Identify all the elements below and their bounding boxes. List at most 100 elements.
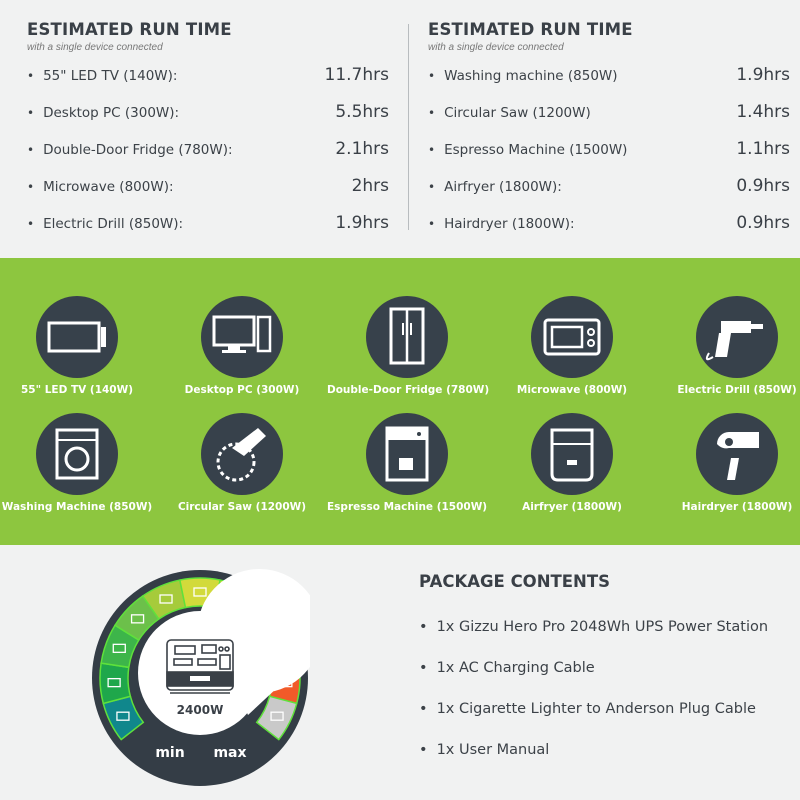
device-name: Electric Drill (850W) [677, 384, 797, 396]
device-tile: Airfryer (1800W) [492, 413, 652, 513]
device-label: Circular Saw (1200W) [428, 105, 591, 121]
runtime-value: 0.9hrs [736, 213, 790, 233]
runtime-value: 0.9hrs [736, 176, 790, 196]
device-icon-circle [696, 413, 778, 495]
runtime-value: 2hrs [351, 176, 389, 196]
device-tile: Washing Machine (850W) [0, 413, 157, 513]
airfryer-icon [550, 428, 594, 482]
device-name: Microwave (800W) [516, 384, 628, 396]
device-icon-circle [36, 296, 118, 378]
power-station-icon [166, 639, 234, 694]
gauge-segment [99, 662, 132, 705]
package-title: PACKAGE CONTENTS [419, 572, 610, 591]
device-name: 55" LED TV (140W) [20, 384, 133, 396]
divider [408, 24, 409, 230]
runtime-row: Desktop PC (300W): 5.5hrs [27, 96, 389, 133]
package-item: 1x AC Charging Cable [419, 660, 768, 701]
gauge-min-label: min [155, 745, 184, 761]
device-name: Espresso Machine (1500W) [327, 501, 488, 513]
device-name: Washing Machine (850W) [1, 501, 153, 513]
runtime-value: 1.4hrs [736, 102, 790, 122]
device-label: Desktop PC (300W): [27, 105, 179, 121]
appliance-icon [193, 587, 207, 597]
runtime-row: Hairdryer (1800W): 0.9hrs [428, 207, 790, 244]
device-tile: Circular Saw (1200W) [162, 413, 322, 513]
fridge-icon [389, 307, 425, 365]
appliance-icon [112, 643, 126, 653]
microwave-icon [543, 318, 601, 356]
appliance-icon [159, 594, 173, 604]
gauge-max-label: max [213, 745, 246, 761]
device-tile: Hairdryer (1800W) [657, 413, 800, 513]
runtime-right: ESTIMATED RUN TIME with a single device … [428, 20, 790, 244]
device-tile: 55" LED TV (140W) [0, 296, 157, 396]
runtime-subtitle: with a single device connected [428, 42, 564, 53]
circular-saw-icon [216, 428, 266, 482]
appliance-icon [116, 711, 130, 721]
device-label: 55" LED TV (140W): [27, 68, 177, 84]
washing-machine-icon [55, 428, 99, 480]
appliance-icon [107, 677, 121, 688]
runtime-row: Espresso Machine (1500W) 1.1hrs [428, 133, 790, 170]
device-label: Airfryer (1800W): [428, 179, 562, 195]
device-name: Circular Saw (1200W) [177, 501, 307, 513]
device-icon-circle [366, 296, 448, 378]
device-tile: Microwave (800W) [492, 296, 652, 396]
package-contents: PACKAGE CONTENTS 1x Gizzu Hero Pro 2048W… [419, 572, 768, 783]
runtime-row: Electric Drill (850W): 1.9hrs [27, 207, 389, 244]
tv-icon [47, 321, 106, 353]
runtime-title: ESTIMATED RUN TIME [27, 20, 232, 39]
gauge-segment [255, 695, 298, 741]
runtime-value: 1.9hrs [736, 65, 790, 85]
runtime-value: 11.7hrs [324, 65, 389, 85]
runtime-value: 1.9hrs [335, 213, 389, 233]
device-label: Double-Door Fridge (780W): [27, 142, 232, 158]
device-name: Hairdryer (1800W) [681, 501, 793, 513]
device-name: Double-Door Fridge (780W) [327, 384, 490, 396]
gauge-power: 2400W [177, 703, 224, 717]
runtime-row: Circular Saw (1200W) 1.4hrs [428, 96, 790, 133]
device-icon-circle [201, 296, 283, 378]
runtime-row: Airfryer (1800W): 0.9hrs [428, 170, 790, 207]
device-label: Hairdryer (1800W): [428, 216, 575, 232]
package-list: 1x Gizzu Hero Pro 2048Wh UPS Power Stati… [419, 619, 768, 783]
runtime-value: 2.1hrs [335, 139, 389, 159]
runtime-row: Double-Door Fridge (780W): 2.1hrs [27, 133, 389, 170]
power-gauge: 2400W min max [92, 569, 310, 786]
device-name: Desktop PC (300W) [184, 384, 300, 396]
device-name: Airfryer (1800W) [522, 501, 622, 513]
device-icon-circle [366, 413, 448, 495]
device-icon-circle [531, 413, 613, 495]
device-icon-circle [201, 413, 283, 495]
appliance-icon [130, 614, 145, 624]
runtime-row: Microwave (800W): 2hrs [27, 170, 389, 207]
device-tile: Espresso Machine (1500W) [327, 413, 487, 513]
device-tile: Electric Drill (850W) [657, 296, 800, 396]
device-icon-circle [36, 413, 118, 495]
devices-band: 55" LED TV (140W) Desktop PC (300W) Double… [0, 258, 800, 545]
runtime-value: 5.5hrs [335, 102, 389, 122]
package-item: 1x Cigarette Lighter to Anderson Plug Ca… [419, 701, 768, 742]
runtime-row: Washing machine (850W) 1.9hrs [428, 59, 790, 96]
device-label: Espresso Machine (1500W) [428, 142, 627, 158]
runtime-title: ESTIMATED RUN TIME [428, 20, 633, 39]
package-item: 1x Gizzu Hero Pro 2048Wh UPS Power Stati… [419, 619, 768, 660]
hairdryer-icon [717, 432, 759, 480]
device-tile: Double-Door Fridge (780W) [327, 296, 490, 396]
runtime-section: ESTIMATED RUN TIME with a single device … [0, 0, 800, 258]
runtime-left: ESTIMATED RUN TIME with a single device … [27, 20, 389, 244]
appliance-icon [270, 711, 284, 721]
drill-icon [705, 321, 763, 361]
espresso-machine-icon [385, 426, 429, 482]
device-label: Washing machine (850W) [428, 68, 617, 84]
package-item: 1x User Manual [419, 742, 768, 783]
device-icon-circle [696, 296, 778, 378]
runtime-subtitle: with a single device connected [27, 42, 163, 53]
device-icon-circle [531, 296, 613, 378]
runtime-value: 1.1hrs [736, 139, 790, 159]
desktop-pc-icon [212, 315, 272, 353]
device-tile: Desktop PC (300W) [162, 296, 322, 396]
runtime-row: 55" LED TV (140W): 11.7hrs [27, 59, 389, 96]
gauge-pointer [200, 569, 310, 715]
device-label: Microwave (800W): [27, 179, 173, 195]
